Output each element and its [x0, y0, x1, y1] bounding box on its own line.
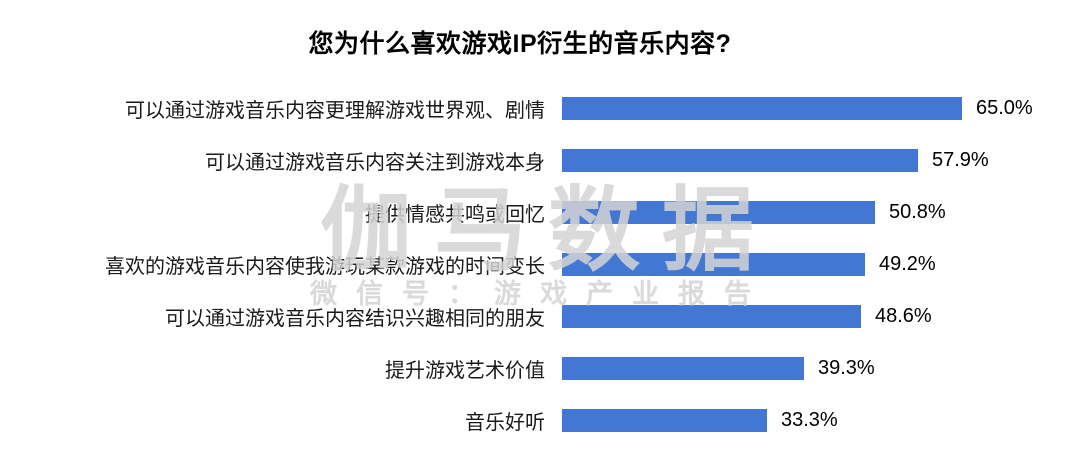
bar-row: 可以通过游戏音乐内容更理解游戏世界观、剧情 65.0%: [0, 82, 1080, 134]
bar-track: 39.3%: [562, 356, 875, 380]
value-label: 48.6%: [875, 304, 932, 327]
bar: [562, 252, 865, 276]
bar-track: 57.9%: [562, 148, 989, 172]
bar: [562, 304, 861, 328]
bar: [562, 96, 962, 120]
bar-row: 可以通过游戏音乐内容结识兴趣相同的朋友 48.6%: [0, 290, 1080, 342]
category-label: 可以通过游戏音乐内容更理解游戏世界观、剧情: [125, 99, 545, 122]
bar-track: 49.2%: [562, 252, 936, 276]
value-label: 39.3%: [818, 356, 875, 379]
category-label: 提供情感共鸣或回忆: [365, 203, 545, 226]
value-label: 33.3%: [781, 408, 838, 431]
bar-row: 提升游戏艺术价值 39.3%: [0, 342, 1080, 394]
bar-row: 提供情感共鸣或回忆 50.8%: [0, 186, 1080, 238]
bar: [562, 200, 875, 224]
bar-track: 65.0%: [562, 96, 1033, 120]
bar-track: 48.6%: [562, 304, 932, 328]
value-label: 49.2%: [879, 252, 936, 275]
bar-row: 可以通过游戏音乐内容关注到游戏本身 57.9%: [0, 134, 1080, 186]
category-label: 喜欢的游戏音乐内容使我游玩某款游戏的时间变长: [105, 255, 545, 278]
value-label: 65.0%: [976, 96, 1033, 119]
bar: [562, 408, 767, 432]
bar-track: 33.3%: [562, 408, 838, 432]
bar-track: 50.8%: [562, 200, 946, 224]
value-label: 57.9%: [932, 148, 989, 171]
chart-rows: 可以通过游戏音乐内容更理解游戏世界观、剧情 65.0% 可以通过游戏音乐内容关注…: [0, 82, 1080, 446]
chart-title: 您为什么喜欢游戏IP衍生的音乐内容?: [308, 30, 732, 58]
bar: [562, 148, 918, 172]
category-label: 音乐好听: [465, 411, 545, 434]
bar-row: 音乐好听 33.3%: [0, 394, 1080, 446]
bar-row: 喜欢的游戏音乐内容使我游玩某款游戏的时间变长 49.2%: [0, 238, 1080, 290]
value-label: 50.8%: [889, 200, 946, 223]
category-label: 可以通过游戏音乐内容结识兴趣相同的朋友: [165, 307, 545, 330]
category-label: 可以通过游戏音乐内容关注到游戏本身: [205, 151, 545, 174]
category-label: 提升游戏艺术价值: [385, 359, 545, 382]
bar: [562, 356, 804, 380]
